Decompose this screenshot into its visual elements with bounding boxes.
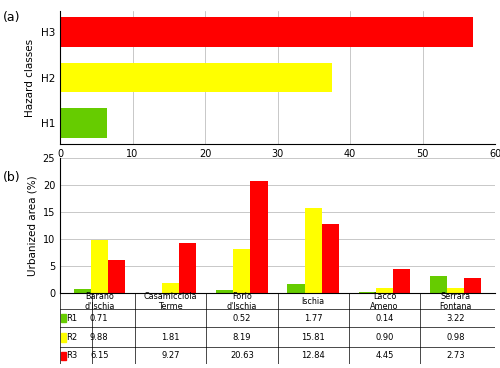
Text: R2: R2 (66, 333, 78, 342)
Text: 1.81: 1.81 (162, 333, 180, 342)
Text: 2.73: 2.73 (446, 351, 465, 360)
Bar (60, 17, 473, 47)
Bar (60, 63, 332, 92)
Text: R1: R1 (66, 314, 78, 322)
Text: 4.45: 4.45 (376, 351, 394, 360)
Text: Lacco
Ameno: Lacco Ameno (370, 292, 398, 311)
Text: 0.14: 0.14 (376, 314, 394, 322)
Bar (90, 240, 108, 293)
Bar (60, 109, 107, 138)
Bar (179, 243, 196, 293)
Text: 12.84: 12.84 (302, 351, 325, 360)
Bar (447, 288, 464, 293)
Text: 1.77: 1.77 (304, 314, 322, 322)
FancyBboxPatch shape (60, 351, 66, 360)
Bar (376, 288, 393, 293)
Text: 0.71: 0.71 (90, 314, 108, 322)
Bar (234, 249, 250, 293)
Bar (464, 278, 481, 293)
Bar (430, 276, 447, 293)
Bar (216, 290, 234, 293)
Text: (a): (a) (2, 11, 20, 24)
Text: 15.81: 15.81 (302, 333, 325, 342)
Y-axis label: Urbanized area (%): Urbanized area (%) (27, 175, 37, 276)
Bar (74, 289, 90, 293)
Text: Barano
d'Ischia: Barano d'Ischia (84, 292, 114, 311)
Bar (288, 283, 304, 293)
Text: Casamicciola
Terme: Casamicciola Terme (144, 292, 198, 311)
Text: Ischia: Ischia (302, 297, 324, 306)
Text: (b): (b) (2, 171, 20, 184)
Text: 9.27: 9.27 (162, 351, 180, 360)
Bar (322, 224, 339, 293)
Text: 0.52: 0.52 (232, 314, 251, 322)
Text: Forio
d'Ischia: Forio d'Ischia (226, 292, 257, 311)
Bar (393, 269, 410, 293)
Text: 0.98: 0.98 (446, 333, 465, 342)
FancyBboxPatch shape (60, 314, 66, 322)
Text: 9.88: 9.88 (90, 333, 108, 342)
Text: 0.90: 0.90 (376, 333, 394, 342)
Text: 6.15: 6.15 (90, 351, 108, 360)
Text: 8.19: 8.19 (232, 333, 251, 342)
Bar (108, 260, 125, 293)
X-axis label: Urban area (%): Urban area (%) (238, 164, 317, 175)
Y-axis label: Hazard classes: Hazard classes (25, 39, 35, 117)
Bar (359, 292, 376, 293)
FancyBboxPatch shape (60, 333, 66, 342)
Bar (250, 181, 268, 293)
Text: R3: R3 (66, 351, 78, 360)
Text: 3.22: 3.22 (446, 314, 465, 322)
Bar (304, 208, 322, 293)
Text: 20.63: 20.63 (230, 351, 254, 360)
Bar (162, 283, 179, 293)
Text: Serrara
Fontana: Serrara Fontana (440, 292, 472, 311)
